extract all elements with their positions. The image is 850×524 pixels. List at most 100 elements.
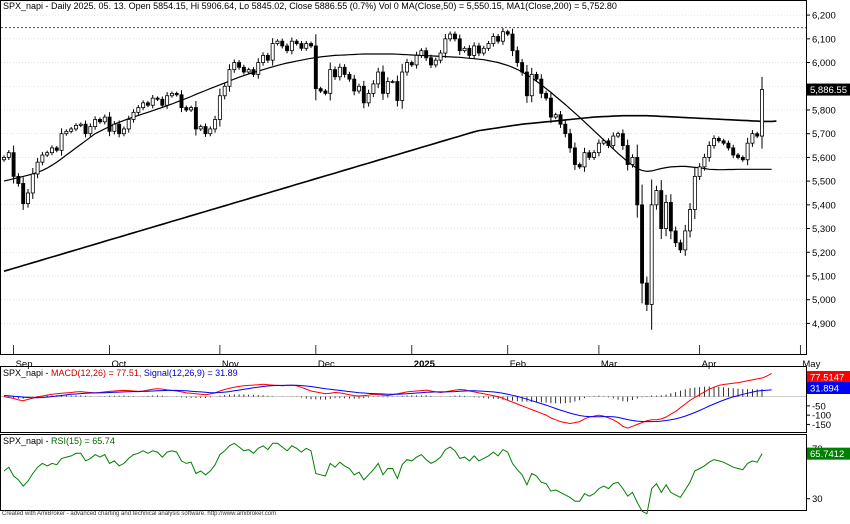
candle <box>318 86 323 93</box>
candle <box>361 80 366 109</box>
candle <box>88 123 93 137</box>
candle-body <box>275 40 280 44</box>
month-label: 2025 <box>414 359 436 370</box>
candle <box>189 105 194 112</box>
close-badge <box>807 83 850 96</box>
candle-body <box>668 202 673 232</box>
candle-body <box>601 140 606 144</box>
candle-body <box>189 107 194 111</box>
candle-body <box>433 59 438 66</box>
candle-body <box>414 55 419 66</box>
candle-body <box>592 152 597 158</box>
candle <box>496 33 501 44</box>
candle-body <box>529 74 534 97</box>
candle-body <box>630 156 635 165</box>
candle-body <box>222 85 227 97</box>
candle-body <box>640 204 645 284</box>
candle-body <box>145 102 150 106</box>
candle <box>659 180 664 240</box>
candle <box>692 166 697 219</box>
candle <box>145 100 150 108</box>
candle-body <box>112 123 117 132</box>
candle-body <box>227 69 232 87</box>
candle <box>515 46 520 67</box>
signal-badge <box>807 382 850 394</box>
candle <box>664 194 669 237</box>
candle-body <box>376 71 381 85</box>
candle <box>429 54 433 69</box>
candle <box>616 131 621 139</box>
candle-body <box>486 43 491 49</box>
candle-body <box>294 40 299 44</box>
candle <box>40 151 45 166</box>
price-tick-label: 5,800 <box>812 105 836 116</box>
candle-body <box>625 145 630 165</box>
price-tick-label: 5,300 <box>812 224 836 235</box>
candle-body <box>683 230 688 251</box>
candle <box>184 105 189 112</box>
price-tick-label: 6,000 <box>812 58 836 69</box>
candle <box>548 92 553 124</box>
candle-body <box>510 33 515 52</box>
month-label: Dec <box>318 359 335 370</box>
candle-body <box>697 166 702 177</box>
candle-body <box>740 156 745 161</box>
price-tick-label: 5,100 <box>812 271 836 282</box>
candle <box>213 115 218 133</box>
candle-body <box>707 145 712 158</box>
month-label: Feb <box>510 359 526 370</box>
candle-body <box>424 50 429 59</box>
candle-body <box>270 43 275 61</box>
macd-header: SPX_napi - MACD(12,26) = 77.51, Signal(1… <box>3 368 238 378</box>
candle <box>601 138 606 146</box>
candle-body <box>323 90 328 94</box>
candle <box>721 138 726 146</box>
month-label: May <box>802 359 820 370</box>
candle <box>453 31 457 42</box>
candle-body <box>313 45 318 90</box>
candle <box>611 132 616 150</box>
candle <box>232 59 237 73</box>
candle <box>587 150 592 160</box>
candle <box>131 109 136 123</box>
candle <box>342 64 347 78</box>
candle-body <box>347 74 352 80</box>
ma200-line <box>3 114 777 272</box>
candle-body <box>246 69 251 73</box>
candle-body <box>93 119 98 127</box>
candle-body <box>40 154 45 163</box>
candle-body <box>568 133 573 149</box>
candle-body <box>476 45 481 54</box>
rsi-prefix: SPX_napi - <box>3 436 51 446</box>
candle-body <box>539 78 544 94</box>
candle-body <box>203 126 208 135</box>
candle-body <box>505 31 510 35</box>
candle <box>438 49 443 64</box>
candle-body <box>35 161 40 175</box>
candle-body <box>59 133 64 151</box>
candle-body <box>726 142 731 149</box>
price-header: SPX_napi - Daily 2025. 05. 13. Open 5854… <box>3 1 617 11</box>
candle <box>11 145 16 184</box>
candle-body <box>361 85 366 104</box>
candle-body <box>702 156 707 168</box>
candle-body <box>141 102 146 108</box>
candle-body <box>217 95 222 120</box>
candle-body <box>409 62 414 66</box>
candle-body <box>443 38 448 54</box>
candle-body <box>285 45 290 52</box>
candle <box>381 65 385 100</box>
price-tick-label: 5,500 <box>812 177 836 188</box>
candle <box>69 126 74 134</box>
candle <box>265 52 270 63</box>
candle-body <box>328 69 333 94</box>
candle <box>64 129 69 136</box>
candle <box>731 144 736 159</box>
candle <box>102 114 107 125</box>
ma50-title: MA(Close,50) = 5,550.15, <box>401 1 504 11</box>
candle <box>270 38 275 66</box>
candle-body <box>381 71 385 94</box>
